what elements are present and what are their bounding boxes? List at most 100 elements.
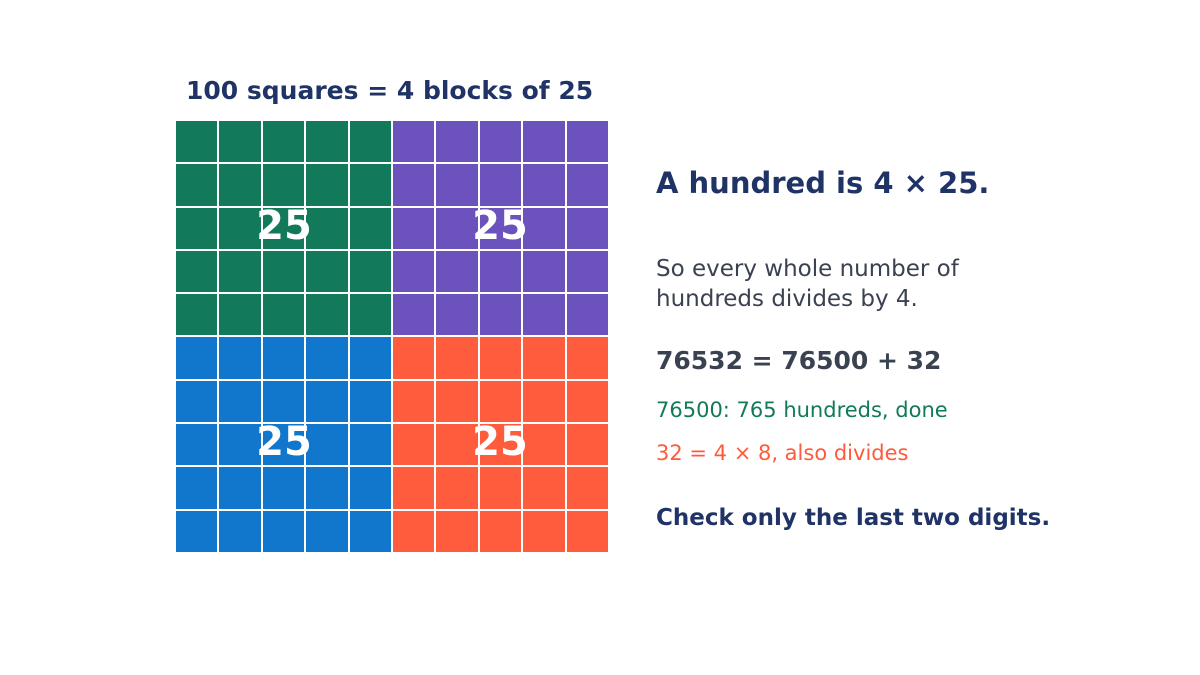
remainder-part-note: 32 = 4 × 8, also divides	[656, 441, 909, 465]
grid-square-top-right	[435, 120, 479, 164]
grid-square-top-right	[392, 120, 436, 164]
grid-square-top-right	[478, 249, 523, 294]
grid-square-top-right	[522, 293, 566, 337]
grid-square-top-right	[392, 249, 436, 294]
grid-square-top-right	[478, 120, 523, 164]
grid-square-bottom-left	[261, 509, 306, 553]
grid-square-bottom-left	[261, 466, 306, 510]
grid-square-bottom-left	[175, 379, 219, 424]
grid-square-bottom-left	[261, 423, 306, 467]
grid-square-top-right	[435, 249, 479, 294]
grid-square-bottom-left	[175, 336, 219, 380]
grid-square-top-left	[348, 120, 392, 164]
grid-square-top-left	[348, 163, 392, 207]
grid-square-bottom-right	[478, 466, 523, 510]
grid-square-top-left	[261, 249, 306, 294]
grid-square-bottom-right	[565, 466, 609, 510]
grid-square-top-left	[261, 293, 306, 337]
grid-square-bottom-right	[522, 379, 566, 424]
grid-square-bottom-left	[218, 423, 262, 467]
split-equation: 76532 = 76500 + 32	[656, 346, 942, 375]
grid-square-top-left	[218, 206, 262, 250]
grid-square-bottom-right	[392, 336, 436, 380]
grid-square-top-left	[218, 120, 262, 164]
block-label-bottom-right: 25	[472, 419, 528, 465]
grid-square-bottom-left	[305, 423, 349, 467]
grid-square-bottom-right	[565, 379, 609, 424]
grid-square-bottom-right	[435, 336, 479, 380]
grid-square-bottom-right	[565, 423, 609, 467]
grid-square-top-right	[435, 293, 479, 337]
grid-square-top-left	[175, 120, 219, 164]
block-label-top-right: 25	[472, 203, 528, 249]
grid-square-top-right	[565, 163, 609, 207]
grid-square-bottom-right	[435, 423, 479, 467]
grid-square-bottom-left	[305, 509, 349, 553]
grid-square-top-left	[175, 249, 219, 294]
grid-square-bottom-right	[392, 423, 436, 467]
grid-square-bottom-left	[218, 379, 262, 424]
hundreds-part-note: 76500: 765 hundreds, done	[656, 398, 948, 422]
grid-square-bottom-left	[305, 379, 349, 424]
grid-square-top-right	[392, 206, 436, 250]
grid-square-bottom-left	[175, 423, 219, 467]
grid-square-bottom-left	[175, 466, 219, 510]
grid-square-bottom-left	[348, 466, 392, 510]
grid-square-top-left	[218, 249, 262, 294]
grid-square-top-left	[175, 163, 219, 207]
grid-square-bottom-right	[478, 509, 523, 553]
grid-square-top-left	[261, 120, 306, 164]
grid-square-bottom-right	[522, 509, 566, 553]
grid-square-top-left	[175, 293, 219, 337]
conclusion: Check only the last two digits.	[656, 505, 1051, 531]
grid-square-top-right	[435, 206, 479, 250]
grid-title: 100 squares = 4 blocks of 25	[186, 76, 594, 105]
grid-square-bottom-right	[478, 423, 523, 467]
grid-square-top-left	[305, 249, 349, 294]
grid-square-bottom-left	[305, 336, 349, 380]
headline: A hundred is 4 × 25.	[656, 166, 990, 200]
grid-square-top-right	[478, 163, 523, 207]
grid-square-bottom-right	[522, 423, 566, 467]
grid-square-bottom-right	[435, 466, 479, 510]
grid-square-bottom-left	[348, 379, 392, 424]
grid-square-top-left	[348, 206, 392, 250]
grid-square-top-right	[522, 120, 566, 164]
grid-square-bottom-left	[218, 336, 262, 380]
grid-square-top-right	[565, 293, 609, 337]
grid-square-bottom-left	[348, 509, 392, 553]
grid-square-top-left	[218, 293, 262, 337]
grid-square-bottom-left	[261, 379, 306, 424]
grid-square-top-right	[522, 206, 566, 250]
grid-square-top-left	[218, 163, 262, 207]
grid-square-bottom-left	[218, 509, 262, 553]
grid-square-top-left	[305, 293, 349, 337]
grid-square-bottom-left	[175, 509, 219, 553]
block-label-bottom-left: 25	[256, 419, 312, 465]
grid-square-bottom-left	[261, 336, 306, 380]
grid-square-top-left	[261, 206, 306, 250]
grid-square-top-right	[565, 249, 609, 294]
grid-square-top-left	[305, 163, 349, 207]
paragraph-line-1: So every whole number of	[656, 256, 959, 282]
grid-square-top-right	[435, 163, 479, 207]
grid-square-top-right	[392, 163, 436, 207]
hundred-square-grid	[175, 120, 609, 553]
grid-square-bottom-right	[392, 379, 436, 424]
grid-square-top-left	[305, 206, 349, 250]
grid-square-bottom-right	[565, 336, 609, 380]
grid-square-top-left	[348, 249, 392, 294]
grid-square-top-left	[305, 120, 349, 164]
grid-square-bottom-left	[348, 423, 392, 467]
grid-square-bottom-left	[218, 466, 262, 510]
grid-square-top-right	[392, 293, 436, 337]
grid-square-bottom-left	[348, 336, 392, 380]
grid-square-top-left	[348, 293, 392, 337]
grid-square-bottom-left	[305, 466, 349, 510]
grid-square-bottom-right	[522, 466, 566, 510]
explanation-paragraph: So every whole number of hundreds divide…	[656, 254, 959, 314]
grid-square-top-right	[522, 249, 566, 294]
grid-square-bottom-right	[522, 336, 566, 380]
grid-square-top-right	[478, 293, 523, 337]
grid-square-bottom-right	[478, 336, 523, 380]
